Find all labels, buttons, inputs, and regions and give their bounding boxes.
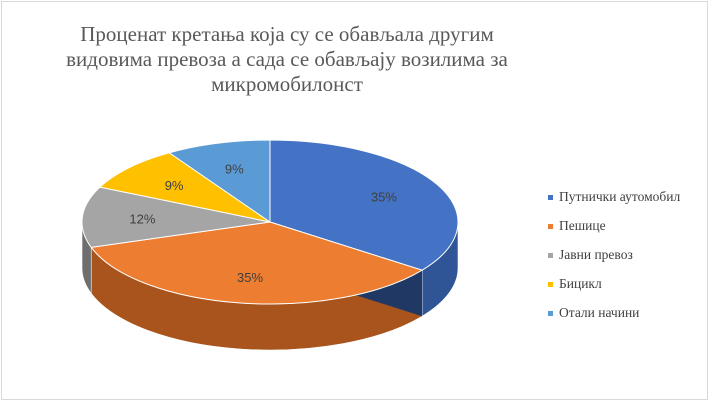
legend-label-walking: Пешице: [559, 218, 606, 233]
legend-label-car: Путнички аутомобил: [559, 189, 681, 204]
legend-item-public-transport: Јавни превоз: [548, 246, 708, 264]
slice-bicycle: [98, 152, 271, 223]
legend-label-public-transport: Јавни превоз: [559, 247, 633, 262]
data-label-walking: 35%: [237, 270, 263, 285]
legend-label-bicycle: Бицикл: [559, 276, 602, 291]
data-label-public-transport: 12%: [129, 211, 155, 226]
chart-title-line-2: видовима превоза а сада се обављају вози…: [66, 47, 508, 71]
legend-label-other: Отали начини: [559, 305, 640, 320]
legend-item-bicycle: Бицикл: [548, 275, 708, 293]
slice-walking: [90, 221, 424, 305]
legend: Путнички аутомобил Пешице Јавни превоз Б…: [548, 188, 708, 333]
chart-title-line-1: Проценат кретања која су се обављала дру…: [80, 22, 494, 46]
legend-swatch-public-transport: [548, 252, 553, 258]
chart-title-line-3: микромобилонст: [211, 72, 363, 96]
legend-item-other: Отали начини: [548, 304, 708, 322]
data-label-car: 35%: [371, 190, 397, 205]
chart-title: Проценат кретања која су се обављала дру…: [62, 22, 512, 97]
slice-other: [168, 139, 271, 223]
data-label-other: 9%: [225, 161, 244, 176]
slice-car: [269, 139, 459, 271]
legend-swatch-walking: [548, 223, 553, 229]
legend-item-car: Путнички аутомобил: [548, 188, 708, 206]
legend-swatch-car: [548, 194, 553, 200]
data-label-bicycle: 9%: [165, 178, 184, 193]
slice-public-transport: [81, 186, 271, 248]
legend-swatch-bicycle: [548, 281, 553, 287]
legend-item-walking: Пешице: [548, 217, 708, 235]
legend-swatch-other: [548, 310, 553, 316]
